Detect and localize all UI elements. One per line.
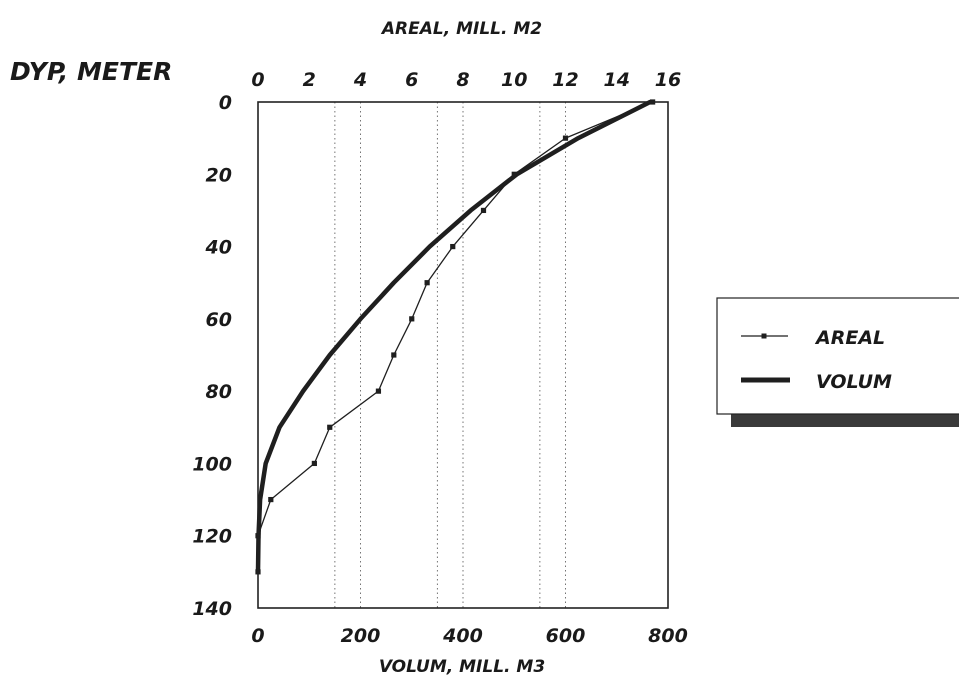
top-axis-ticks: 0 2 4 6 8 10 12 14 16 bbox=[251, 69, 681, 91]
top-tick-label: 10 bbox=[501, 69, 527, 91]
bottom-tick-label: 800 bbox=[648, 625, 688, 647]
series-volum-line bbox=[255, 99, 653, 575]
left-tick-label: 20 bbox=[206, 164, 232, 186]
legend-box bbox=[716, 297, 959, 415]
top-tick-label: 8 bbox=[456, 69, 469, 91]
bottom-tick-label: 0 bbox=[251, 625, 264, 647]
left-tick-label: 40 bbox=[205, 237, 232, 259]
series-layer bbox=[255, 99, 656, 575]
left-tick-label: 60 bbox=[206, 309, 232, 331]
bottom-tick-label: 400 bbox=[442, 625, 483, 647]
legend: AREAL VOLUM bbox=[716, 297, 959, 427]
top-tick-label: 0 bbox=[251, 69, 264, 91]
bottom-tick-label: 200 bbox=[341, 625, 381, 647]
top-tick-label: 14 bbox=[604, 69, 630, 91]
top-tick-label: 16 bbox=[655, 69, 681, 91]
legend-shadow bbox=[731, 414, 959, 427]
legend-areal-label: AREAL bbox=[814, 327, 885, 349]
left-axis-ticks: 0 20 40 60 80 100 120 140 bbox=[192, 92, 232, 620]
vertical-gridlines bbox=[334, 102, 566, 608]
series-areal-point bbox=[511, 171, 517, 177]
left-tick-label: 120 bbox=[192, 526, 232, 548]
legend-item-areal: AREAL bbox=[741, 327, 885, 349]
top-axis-title: AREAL, MILL. M2 bbox=[380, 19, 542, 39]
left-tick-label: 80 bbox=[206, 381, 232, 403]
bottom-axis-title: VOLUM, MILL. M3 bbox=[379, 657, 545, 677]
left-tick-label: 140 bbox=[192, 598, 232, 620]
series-areal-point bbox=[327, 424, 333, 430]
series-areal-point bbox=[391, 352, 397, 358]
series-areal-point bbox=[375, 388, 382, 394]
series-areal-point bbox=[480, 207, 487, 214]
legend-areal-marker bbox=[761, 333, 767, 339]
top-tick-label: 4 bbox=[353, 69, 367, 91]
left-tick-label: 0 bbox=[219, 92, 232, 114]
top-tick-label: 6 bbox=[405, 69, 418, 91]
bottom-tick-label: 600 bbox=[546, 625, 586, 647]
series-areal-line bbox=[257, 101, 653, 572]
legend-item-volum: VOLUM bbox=[741, 371, 892, 393]
legend-volum-label: VOLUM bbox=[816, 371, 892, 393]
bottom-axis-ticks: 0 200 400 600 800 bbox=[251, 625, 687, 647]
left-tick-label: 100 bbox=[192, 453, 232, 475]
series-areal-point bbox=[409, 316, 415, 322]
top-tick-label: 12 bbox=[552, 69, 578, 91]
series-areal-point bbox=[311, 460, 317, 467]
top-tick-label: 2 bbox=[303, 69, 316, 91]
y-axis-title: DYP, METER bbox=[10, 57, 172, 86]
series-areal-point bbox=[562, 135, 569, 141]
series-areal-point bbox=[268, 496, 274, 503]
plot-frame bbox=[257, 101, 669, 609]
series-areal-point bbox=[450, 243, 456, 250]
series-areal-point bbox=[424, 280, 430, 286]
